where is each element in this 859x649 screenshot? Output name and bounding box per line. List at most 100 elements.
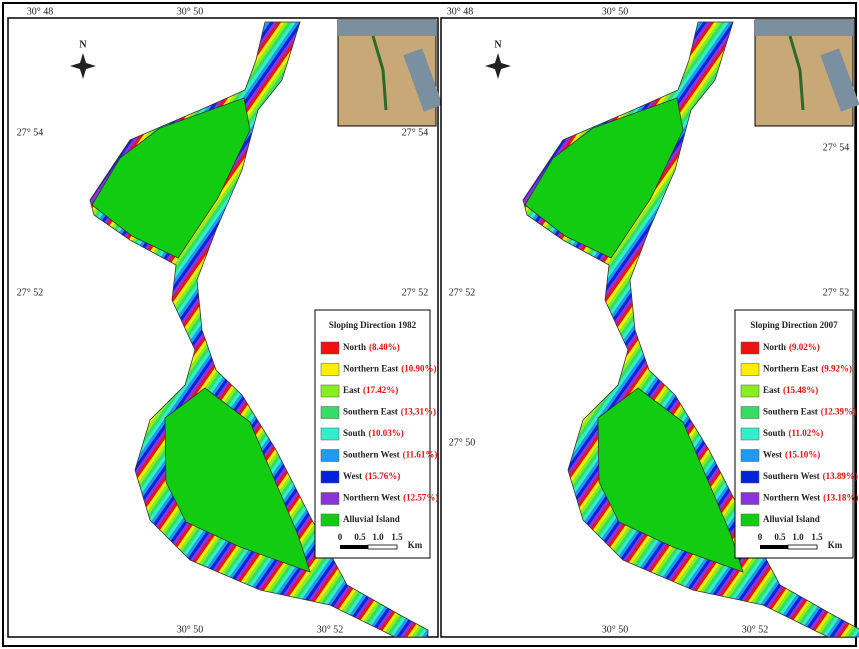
scale-label: 1.0 (372, 532, 384, 542)
legend-name: West (763, 450, 782, 460)
legend-name: West (343, 471, 362, 481)
legend-item: South(11.02%) (763, 428, 823, 438)
legend-swatch (321, 493, 339, 505)
coordinate-label: 27° 52 (17, 287, 44, 298)
legend-name: East (763, 385, 780, 395)
legend-swatch (741, 471, 759, 483)
coordinate-label: 30° 48 (447, 6, 474, 17)
inset-sea (338, 20, 436, 36)
scale-label: 1.0 (792, 532, 804, 542)
legend-item: Alluvial Island (343, 514, 400, 524)
legend-name: Northern East (343, 364, 398, 374)
legend-swatch (741, 428, 759, 440)
legend-swatch (321, 407, 339, 419)
legend-item: Alluvial Island (763, 514, 820, 524)
legend-swatch (321, 514, 339, 526)
coordinate-label: 27° 54 (402, 127, 429, 138)
legend-swatch (321, 428, 339, 440)
coordinate-label: 27° 54 (17, 127, 44, 138)
coordinate-label: 30° 50 (177, 624, 204, 635)
legend-name: Southern West (763, 471, 820, 481)
legend-percent: (13.89%) (823, 471, 858, 481)
map-panel: N 30° 48 30° 50 30° 50 30° 52 27° 54 27° 52 27°… (8, 6, 443, 637)
legend-name: Northern West (343, 493, 400, 503)
legend-swatch (741, 514, 759, 526)
legend-item: Northern West(13.18%) (763, 493, 858, 503)
coordinate-label: 30° 50 (602, 6, 629, 17)
legend-percent: (15.10%) (785, 450, 820, 460)
legend-name: Northern West (763, 493, 820, 503)
north-label: N (79, 39, 87, 50)
legend-percent: (13.18%) (823, 493, 858, 503)
scale-label: 0 (338, 532, 343, 542)
legend-name: East (343, 385, 360, 395)
legend-percent: (10.03%) (369, 428, 404, 438)
legend-name: South (343, 428, 366, 438)
inset-sea (755, 20, 853, 36)
legend-item: East(17.42%) (343, 385, 398, 395)
legend-percent: (12.39%) (821, 407, 856, 417)
coordinate-label: 27° 54 (823, 142, 850, 153)
coordinate-label: 30° 52 (317, 624, 344, 635)
legend-swatch (321, 342, 339, 354)
legend-item: Northern East(9.92%) (763, 364, 852, 374)
legend-item: North(8.40%) (343, 342, 400, 352)
legend-item: North(9.02%) (763, 342, 820, 352)
legend-item: Southern East(12.39%) (763, 407, 856, 417)
legend-percent: (13,31%) (401, 407, 436, 417)
scale-label: Km (408, 540, 423, 550)
coordinate-label: 30° 50 (602, 624, 629, 635)
scale-label: 0.5 (774, 532, 786, 542)
coordinate-label: 27° 52 (402, 287, 429, 298)
legend-item: Northern East(10.90%) (343, 364, 437, 374)
legend-swatch (741, 493, 759, 505)
coordinate-label: 30° 52 (742, 624, 769, 635)
legend-name: Southern East (763, 407, 818, 417)
legend-item: Northern West(12.57%) (343, 493, 438, 503)
coordinate-label: 30° 50 (177, 6, 204, 17)
scale-label: 0.5 (354, 532, 366, 542)
map-figure: N 30° 48 30° 50 30° 50 30° 52 27° 54 27° 52 27°… (0, 0, 859, 649)
legend-item: East(15.48%) (763, 385, 818, 395)
legend-name: North (763, 342, 786, 352)
scale-label: Km (828, 540, 843, 550)
legend-swatch (321, 364, 339, 376)
scale-bar (368, 545, 397, 549)
legend-percent: (12.57%) (403, 493, 438, 503)
legend-percent: (10.90%) (401, 364, 436, 374)
scale-bar (788, 545, 817, 549)
legend-percent: (15.76%) (365, 471, 400, 481)
legend-name: Southern East (343, 407, 398, 417)
scale-bar (340, 545, 368, 549)
legend-swatch (741, 407, 759, 419)
legend-name: South (763, 428, 786, 438)
legend-percent: (8.40%) (369, 342, 400, 352)
legend-swatch (321, 471, 339, 483)
coordinate-label: 27° 50 (449, 437, 476, 448)
legend-percent: (11.02%) (789, 428, 824, 438)
scale-label: 1.5 (391, 532, 403, 542)
legend-swatch (321, 385, 339, 397)
legend-swatch (741, 364, 759, 376)
legend-percent: (15.48%) (783, 385, 818, 395)
legend-percent: (17.42%) (363, 385, 398, 395)
legend-swatch (741, 450, 759, 462)
scale-bar (760, 545, 788, 549)
legend-item: South(10.03%) (343, 428, 404, 438)
legend-percent: (9.02%) (789, 342, 820, 352)
legend-name: Alluvial Island (343, 514, 400, 524)
coordinate-label: 27° 52 (449, 287, 476, 298)
coordinate-label: 27° 52 (823, 287, 850, 298)
legend-name: Northern East (763, 364, 818, 374)
coordinate-label: 30° 48 (27, 6, 54, 17)
scale-label: 0 (758, 532, 763, 542)
legend-title: Sloping Direction 2007 (750, 320, 838, 330)
legend-item: West(15.10%) (763, 450, 820, 460)
legend-title: Sloping Direction 1982 (329, 320, 417, 330)
scale-label: 1.5 (811, 532, 823, 542)
legend-swatch (321, 450, 339, 462)
legend-item: West(15.76%) (343, 471, 400, 481)
legend-name: North (343, 342, 366, 352)
legend-swatch (741, 342, 759, 354)
